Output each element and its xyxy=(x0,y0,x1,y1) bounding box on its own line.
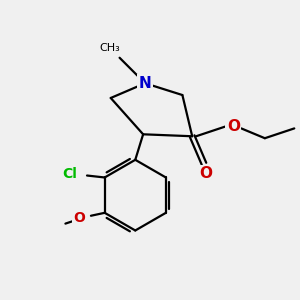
Text: CH₃: CH₃ xyxy=(99,43,120,53)
Text: O: O xyxy=(73,211,85,225)
Text: O: O xyxy=(227,119,240,134)
Text: Cl: Cl xyxy=(62,167,77,181)
Text: O: O xyxy=(200,166,212,181)
Text: N: N xyxy=(139,76,152,91)
